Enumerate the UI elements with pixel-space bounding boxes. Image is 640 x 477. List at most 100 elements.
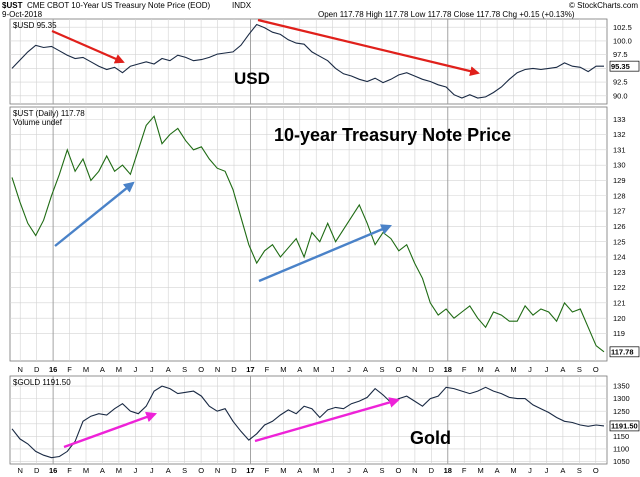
x-axis-month-label: A (100, 466, 105, 475)
usd-down-arrow-2 (257, 18, 480, 76)
x-axis-month-label: A (560, 466, 565, 475)
ust-ytick-label: 126 (613, 222, 626, 231)
x-axis-month-label: F (67, 466, 72, 475)
x-axis-month-label: 18 (444, 365, 452, 374)
ust-ytick-label: 127 (613, 207, 626, 216)
x-axis-month-label: O (593, 466, 599, 475)
ust-ytick-label: 119 (613, 329, 625, 338)
y-axis-ticks: 90.092.595.097.5100.0102.511912012112212… (613, 23, 632, 466)
x-axis-month-label: S (577, 365, 582, 374)
x-axis-month-label: J (133, 466, 137, 475)
ust-ytick-label: 129 (613, 176, 626, 185)
ust-last-value-badge (609, 346, 640, 358)
ust-ytick-label: 130 (613, 161, 626, 170)
gold-gridlines (10, 376, 607, 464)
gold-ytick-label: 1050 (613, 457, 630, 466)
gold-last-value-badge (609, 420, 640, 432)
gold-series-line (11, 385, 605, 459)
x-axis-month-label: A (495, 365, 500, 374)
x-axis-middle: N D 16 F M A M J J A S O N D 17 F M A M J J A S O N D 18 F M A M J J A S O (18, 365, 599, 374)
x-axis-month-label: A (166, 365, 171, 374)
ust-ytick-label: 122 (613, 283, 626, 292)
gold-panel: $GOLD 1191.50 Gold (9, 375, 608, 465)
ust-legend-volume: Volume undef (13, 118, 63, 127)
x-axis-month-label: O (593, 365, 599, 374)
gold-last-value-text: 1191.50 (611, 422, 638, 431)
x-axis-month-label: A (166, 466, 171, 475)
header-credit: © StockCharts.com (569, 1, 638, 10)
gold-ytick-label: 1100 (613, 445, 629, 454)
x-axis-month-label: S (182, 365, 187, 374)
header-description: CME CBOT 10-Year US Treasury Note Price … (27, 1, 211, 10)
gold-legend: $GOLD 1191.50 (13, 378, 71, 387)
ust-ytick-label: 132 (613, 130, 626, 139)
x-axis-month-label: 18 (444, 466, 452, 475)
x-axis-month-label: M (116, 466, 122, 475)
x-axis-month-label: A (297, 466, 302, 475)
x-axis-month-label: 16 (49, 365, 57, 374)
x-axis-month-label: 16 (49, 466, 57, 475)
x-axis-month-label: O (198, 365, 204, 374)
gold-annotation: Gold (410, 428, 451, 448)
header-exchange: INDX (232, 1, 252, 10)
usd-legend: $USD 95.35 (13, 21, 57, 30)
ust-ytick-label: 124 (613, 253, 626, 262)
x-axis-month-label: N (215, 365, 220, 374)
x-axis-month-label: M (478, 365, 484, 374)
ust-ytick-label: 128 (613, 191, 626, 200)
x-axis-month-label: M (510, 466, 516, 475)
x-axis-month-label: O (396, 365, 402, 374)
x-axis-month-label: S (379, 365, 384, 374)
x-axis-month-label: S (577, 466, 582, 475)
gold-ytick-label: 1300 (613, 394, 630, 403)
ust-last-value-text: 117.78 (611, 348, 634, 357)
x-axis-month-label: D (231, 466, 237, 475)
x-axis-month-label: J (331, 466, 335, 475)
last-value-badges: 95.35 117.78 1191.50 (609, 60, 640, 432)
x-axis-month-label: F (462, 365, 467, 374)
gold-ytick-label: 1350 (613, 382, 630, 391)
x-axis-month-label: M (313, 365, 319, 374)
usd-ytick-label: 100.0 (613, 37, 632, 46)
x-axis-month-label: M (83, 466, 89, 475)
x-axis-month-label: A (560, 365, 565, 374)
gold-up-arrow-1 (63, 411, 158, 449)
gold-panel-frame (9, 375, 608, 465)
x-axis-month-label: F (67, 365, 72, 374)
x-axis-month-label: J (150, 365, 154, 374)
usd-ytick-label: 102.5 (613, 23, 632, 32)
ust-series-line (11, 115, 605, 353)
x-axis-month-label: J (150, 466, 154, 475)
x-axis-month-label: F (462, 466, 467, 475)
x-axis-month-label: J (347, 466, 351, 475)
x-axis-month-label: M (280, 466, 286, 475)
x-axis-month-label: J (331, 365, 335, 374)
x-axis-month-label: A (363, 466, 368, 475)
x-axis-month-label: S (182, 466, 187, 475)
x-axis-month-label: O (396, 466, 402, 475)
ust-ytick-label: 123 (613, 268, 626, 277)
x-axis-month-label: D (429, 365, 435, 374)
usd-ytick-label: 97.5 (613, 50, 628, 59)
ust-legend: $UST (Daily) 117.78 (13, 109, 85, 118)
usd-ytick-label: 90.0 (613, 91, 628, 100)
x-axis-month-label: D (34, 365, 40, 374)
x-axis-month-label: N (215, 466, 220, 475)
x-axis-month-label: M (478, 466, 484, 475)
gold-up-arrow-2 (254, 397, 401, 443)
x-axis-bottom: N D 16 F M A M J J A S O N D 17 F M A M J J A S O N D 18 F M A M J J A S O (18, 466, 599, 475)
ust-ytick-label: 133 (613, 115, 626, 124)
usd-down-arrow-1 (51, 29, 125, 64)
ust-up-arrow-1 (54, 181, 135, 247)
x-axis-month-label: J (528, 365, 532, 374)
x-axis-month-label: A (100, 365, 105, 374)
ust-ytick-label: 121 (613, 298, 626, 307)
gold-ytick-label: 1250 (613, 407, 630, 416)
x-axis-month-label: M (510, 365, 516, 374)
x-axis-month-label: J (545, 466, 549, 475)
usd-last-value-badge (609, 60, 640, 72)
x-axis-month-label: D (34, 466, 40, 475)
x-axis-month-label: M (83, 365, 89, 374)
x-axis-month-label: D (231, 365, 237, 374)
